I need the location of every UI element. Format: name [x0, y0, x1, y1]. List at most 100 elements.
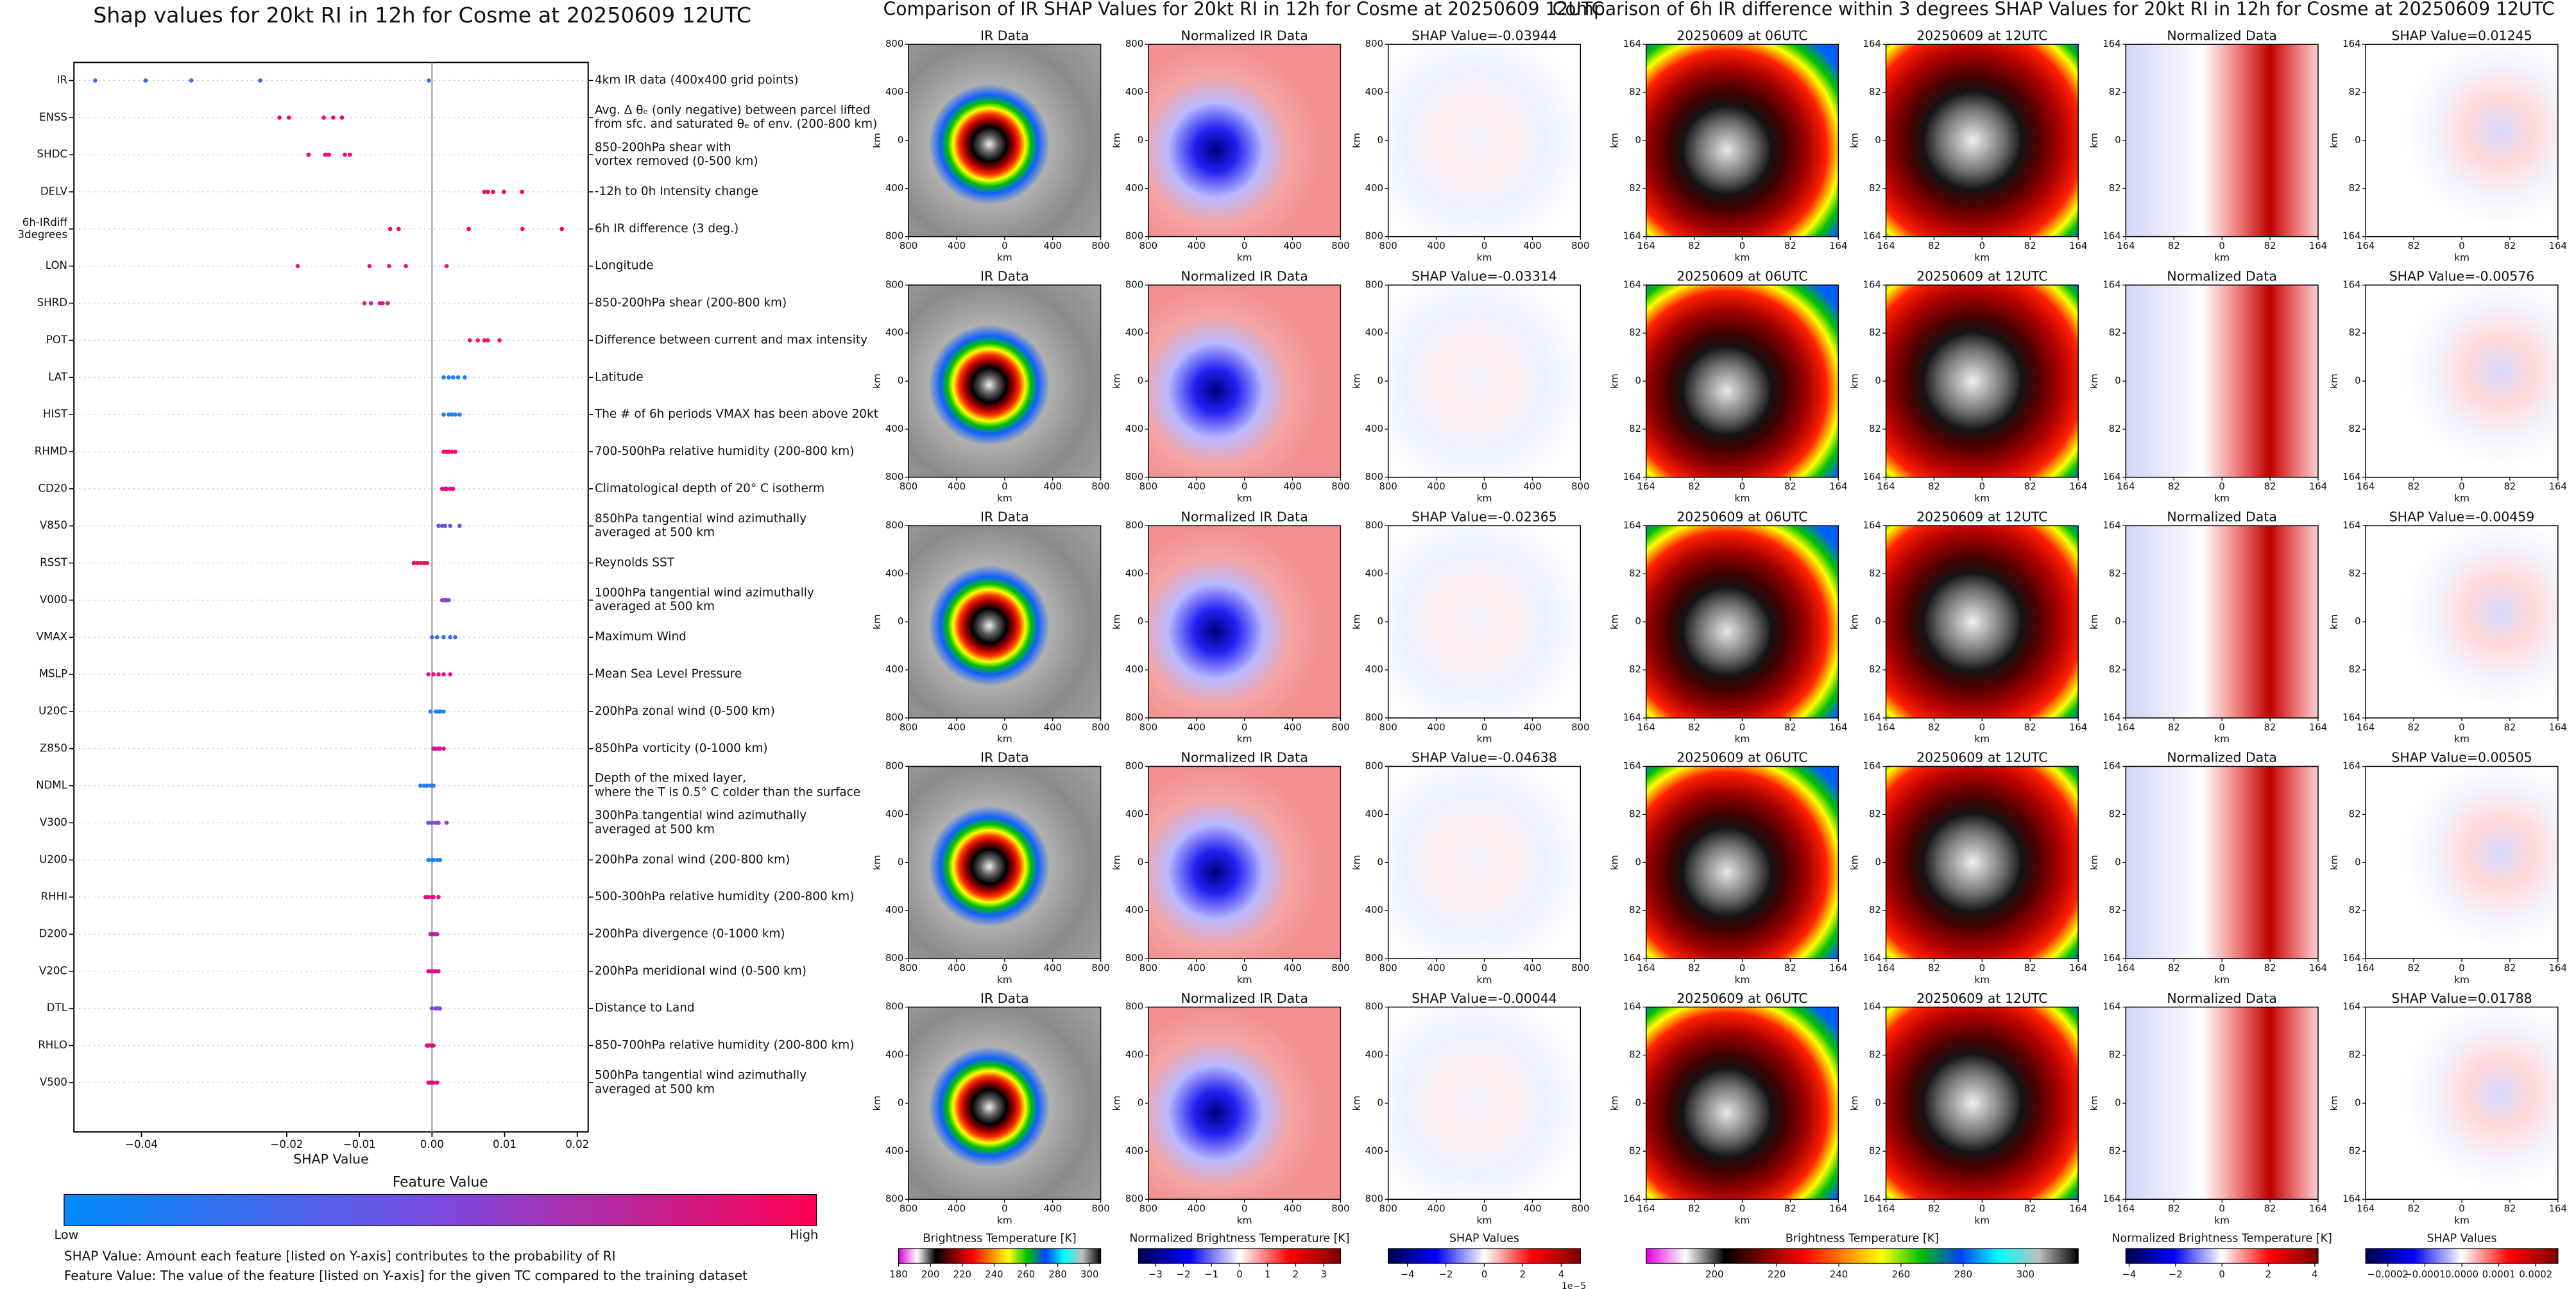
y-tick-label: 82 [1869, 1049, 1881, 1061]
colorbar [1138, 1248, 1342, 1264]
x-axis-label: km [2214, 974, 2230, 986]
y-tick-label: 400 [1125, 423, 1143, 434]
shap-point [348, 152, 352, 157]
x-axis-label: km [1477, 974, 1492, 986]
shap-point [427, 78, 431, 83]
y-tick-label: 164 [1623, 712, 1641, 723]
feature-description: 4km IR data (400x400 grid points) [595, 73, 799, 87]
x-tick-label: 82 [2024, 1203, 2036, 1215]
y-axis-label: km [1111, 373, 1123, 389]
shap-point [339, 115, 345, 120]
heatmap-image [908, 1007, 1101, 1200]
x-tick-label: 164 [2357, 481, 2375, 492]
footnote: SHAP Value: Amount each feature [listed … [64, 1248, 616, 1263]
feature-description: 6h IR difference (3 deg.) [595, 222, 738, 235]
x-tick-label: −0.01 [343, 1138, 376, 1150]
shap-point [520, 226, 525, 232]
shap-point [425, 783, 429, 788]
chart-title: Shap values for 20kt RI in 12h for Cosme… [93, 3, 751, 28]
shap-point [436, 524, 441, 528]
y-tick-label: 0 [1138, 856, 1143, 867]
x-tick-label: 400 [1044, 962, 1062, 973]
y-tick-label: RHHI [41, 891, 67, 903]
y-tick-label: NDML [36, 779, 68, 791]
shap-point [418, 561, 423, 565]
y-tick-label: 82 [2109, 663, 2121, 675]
y-tick-label: 400 [885, 1049, 903, 1061]
shap-point [441, 746, 446, 751]
x-tick-label: 400 [1427, 240, 1445, 252]
y-tick-label: 0 [2355, 1097, 2360, 1108]
shap-point [385, 301, 390, 305]
y-tick-label: 164 [2103, 38, 2120, 49]
shap-point [380, 301, 385, 305]
x-tick-label: 82 [2168, 1203, 2180, 1215]
x-tick-label: 400 [1188, 721, 1206, 733]
x-tick-label: 164 [1877, 1203, 1895, 1215]
x-tick-label: 400 [1283, 240, 1301, 252]
colorbar-label: Brightness Temperature [K] [923, 1233, 1077, 1245]
y-tick-label: 164 [2103, 230, 2120, 242]
y-tick-label: V000 [40, 593, 67, 606]
y-tick-label: 164 [1623, 760, 1641, 771]
y-tick-label: 400 [1365, 904, 1383, 916]
y-tick-label: 800 [1365, 519, 1383, 531]
x-axis-label: km [2454, 733, 2469, 745]
shap-point [295, 264, 300, 269]
y-tick-label: 800 [1125, 760, 1143, 771]
y-tick-label: DELV [40, 185, 68, 198]
x-axis-label: km [1974, 1215, 1990, 1226]
x-axis-label: km [2454, 1215, 2469, 1226]
shap-point [482, 338, 487, 343]
x-tick-label: 164 [1829, 481, 1847, 492]
x-tick-label: 400 [1427, 1203, 1445, 1215]
y-axis-label: km [871, 1095, 883, 1111]
feature-description: Latitude [595, 370, 644, 384]
panel-title: 20250609 at 12UTC [1916, 268, 2047, 284]
feature-description: 850-200hPa shear (200-800 km) [595, 296, 787, 310]
colorbar-tick-label: 240 [985, 1268, 1003, 1280]
colorbar-label: Normalized Brightness Temperature [K] [1129, 1233, 1349, 1245]
y-tick-label: 800 [885, 712, 903, 723]
feature-description: averaged at 500 km [595, 526, 715, 540]
colorbar-tick-label: 0 [1236, 1268, 1242, 1280]
y-tick-label: 0 [1138, 615, 1143, 627]
shap-point [486, 189, 490, 194]
x-axis-label: km [1237, 974, 1252, 986]
shap-point [426, 857, 431, 862]
y-tick-label: 800 [1365, 1001, 1383, 1012]
y-tick-label: 0 [1378, 375, 1383, 386]
x-tick-label: 400 [1283, 721, 1301, 733]
y-tick-label: 0 [2115, 134, 2120, 146]
y-tick-label: 164 [1863, 38, 1881, 49]
x-tick-label: 400 [1044, 481, 1062, 492]
x-tick-label: 164 [2309, 1203, 2327, 1215]
x-tick-label: 0 [1002, 1203, 1007, 1215]
y-tick-label: 0 [1378, 615, 1383, 627]
y-tick-label: 400 [1125, 86, 1143, 98]
y-axis-label: km [2088, 133, 2100, 148]
y-tick-label: 400 [1365, 86, 1383, 98]
colorbar-tick-label: −2 [1177, 1268, 1191, 1280]
y-tick-label: 400 [1365, 567, 1383, 579]
x-tick-label: 164 [2549, 1203, 2567, 1215]
x-tick-label: 164 [1637, 1203, 1655, 1215]
x-tick-label: 164 [1877, 962, 1895, 973]
feature-description: 1000hPa tangential wind azimuthally [595, 586, 814, 599]
y-tick-label: 800 [1365, 230, 1383, 242]
y-tick-label: 400 [1125, 182, 1143, 194]
x-tick-label: 0 [1002, 721, 1007, 733]
y-tick-label: 0 [898, 615, 903, 627]
x-tick-label: 82 [1928, 721, 1940, 733]
x-tick-label: 0 [1241, 240, 1247, 252]
x-tick-label: 0.00 [420, 1138, 444, 1150]
colorbar-low: Low [55, 1227, 79, 1242]
x-axis-label: km [1477, 733, 1492, 745]
panel-title: SHAP Value=-0.03314 [1412, 268, 1557, 284]
y-axis-label: km [1848, 373, 1860, 389]
y-tick-label: RHMD [35, 445, 67, 457]
x-tick-label: 0 [1241, 481, 1247, 492]
shap-point [443, 524, 448, 528]
colorbar [1646, 1248, 2079, 1264]
x-tick-label: 82 [2264, 721, 2276, 733]
